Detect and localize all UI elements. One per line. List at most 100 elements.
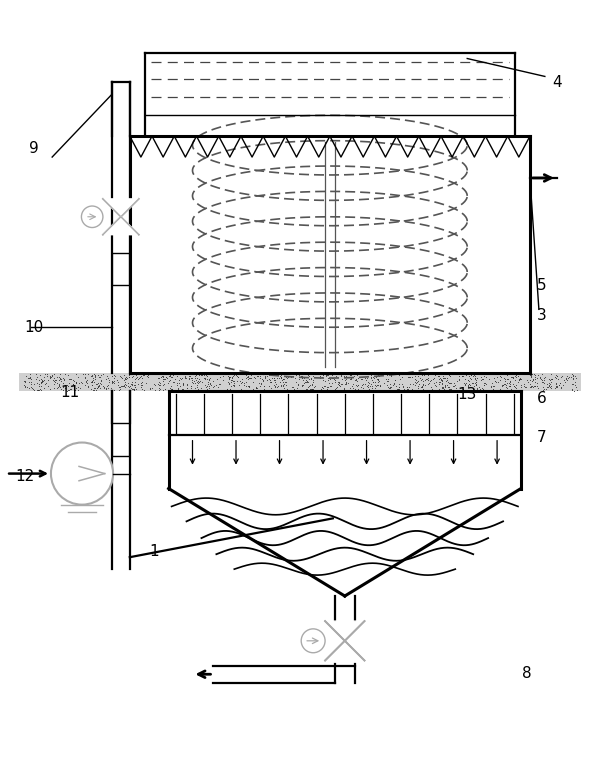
Point	[128, 369, 137, 382]
Point	[528, 381, 538, 393]
Point	[326, 379, 336, 392]
Point	[484, 372, 494, 385]
Point	[394, 369, 404, 381]
Point	[506, 383, 516, 396]
Point	[365, 383, 374, 396]
Point	[32, 371, 42, 383]
Point	[203, 379, 212, 391]
Point	[245, 372, 254, 384]
Point	[383, 372, 392, 385]
Point	[174, 377, 184, 389]
Point	[270, 381, 280, 393]
Point	[107, 377, 116, 389]
Point	[412, 377, 421, 389]
Point	[530, 376, 539, 389]
Point	[110, 370, 120, 382]
Point	[472, 372, 481, 384]
Point	[272, 372, 281, 385]
Point	[104, 373, 113, 386]
Point	[75, 382, 85, 394]
Point	[301, 382, 311, 395]
Point	[304, 376, 313, 388]
Point	[559, 373, 569, 386]
Point	[431, 369, 440, 381]
Point	[233, 370, 242, 382]
Point	[526, 381, 535, 393]
Point	[68, 379, 78, 391]
Point	[331, 382, 340, 395]
Point	[271, 368, 281, 380]
Point	[532, 372, 542, 384]
Point	[91, 378, 101, 390]
Point	[352, 375, 362, 387]
Point	[36, 377, 46, 389]
Point	[569, 384, 578, 396]
Point	[103, 369, 112, 382]
Point	[301, 376, 310, 389]
Point	[470, 372, 479, 384]
Point	[472, 379, 481, 391]
Point	[55, 368, 65, 380]
Point	[499, 384, 509, 396]
Point	[340, 369, 349, 382]
Point	[80, 368, 89, 380]
Bar	[112, 423, 129, 455]
Point	[251, 368, 260, 380]
Point	[22, 381, 32, 393]
Point	[515, 373, 525, 386]
Point	[45, 369, 55, 382]
Point	[526, 378, 535, 390]
Point	[139, 369, 149, 382]
Point	[362, 384, 371, 396]
Point	[340, 374, 350, 386]
Point	[202, 381, 211, 393]
Point	[155, 377, 165, 389]
Point	[437, 379, 446, 391]
Point	[571, 381, 581, 393]
Point	[379, 377, 389, 389]
Point	[104, 382, 113, 394]
Point	[336, 370, 346, 382]
Point	[281, 379, 290, 391]
Point	[418, 377, 428, 389]
Point	[398, 381, 408, 393]
Point	[530, 373, 540, 386]
Point	[52, 371, 61, 383]
Point	[191, 369, 201, 381]
Point	[340, 378, 350, 390]
Point	[420, 379, 430, 391]
Point	[116, 370, 125, 382]
Point	[129, 383, 139, 396]
Point	[180, 372, 190, 384]
Point	[203, 376, 213, 388]
Point	[246, 384, 256, 396]
Point	[307, 379, 317, 391]
Point	[26, 378, 35, 390]
Point	[442, 376, 451, 388]
Point	[551, 369, 560, 381]
Point	[515, 372, 525, 385]
Point	[543, 381, 553, 393]
Point	[90, 370, 100, 382]
Point	[234, 379, 244, 391]
Point	[71, 376, 81, 389]
Point	[476, 374, 485, 386]
Point	[460, 376, 469, 389]
Point	[277, 380, 286, 392]
Point	[60, 369, 70, 381]
Point	[389, 384, 399, 396]
Point	[226, 374, 236, 386]
Point	[146, 382, 155, 394]
Point	[426, 381, 436, 393]
Point	[293, 379, 303, 391]
Point	[155, 379, 164, 391]
Point	[346, 373, 355, 386]
Point	[317, 380, 327, 392]
Point	[478, 372, 487, 385]
Point	[129, 384, 139, 396]
Point	[568, 378, 578, 390]
Point	[497, 379, 507, 392]
Point	[167, 371, 176, 383]
Point	[328, 372, 338, 384]
Point	[119, 373, 129, 386]
